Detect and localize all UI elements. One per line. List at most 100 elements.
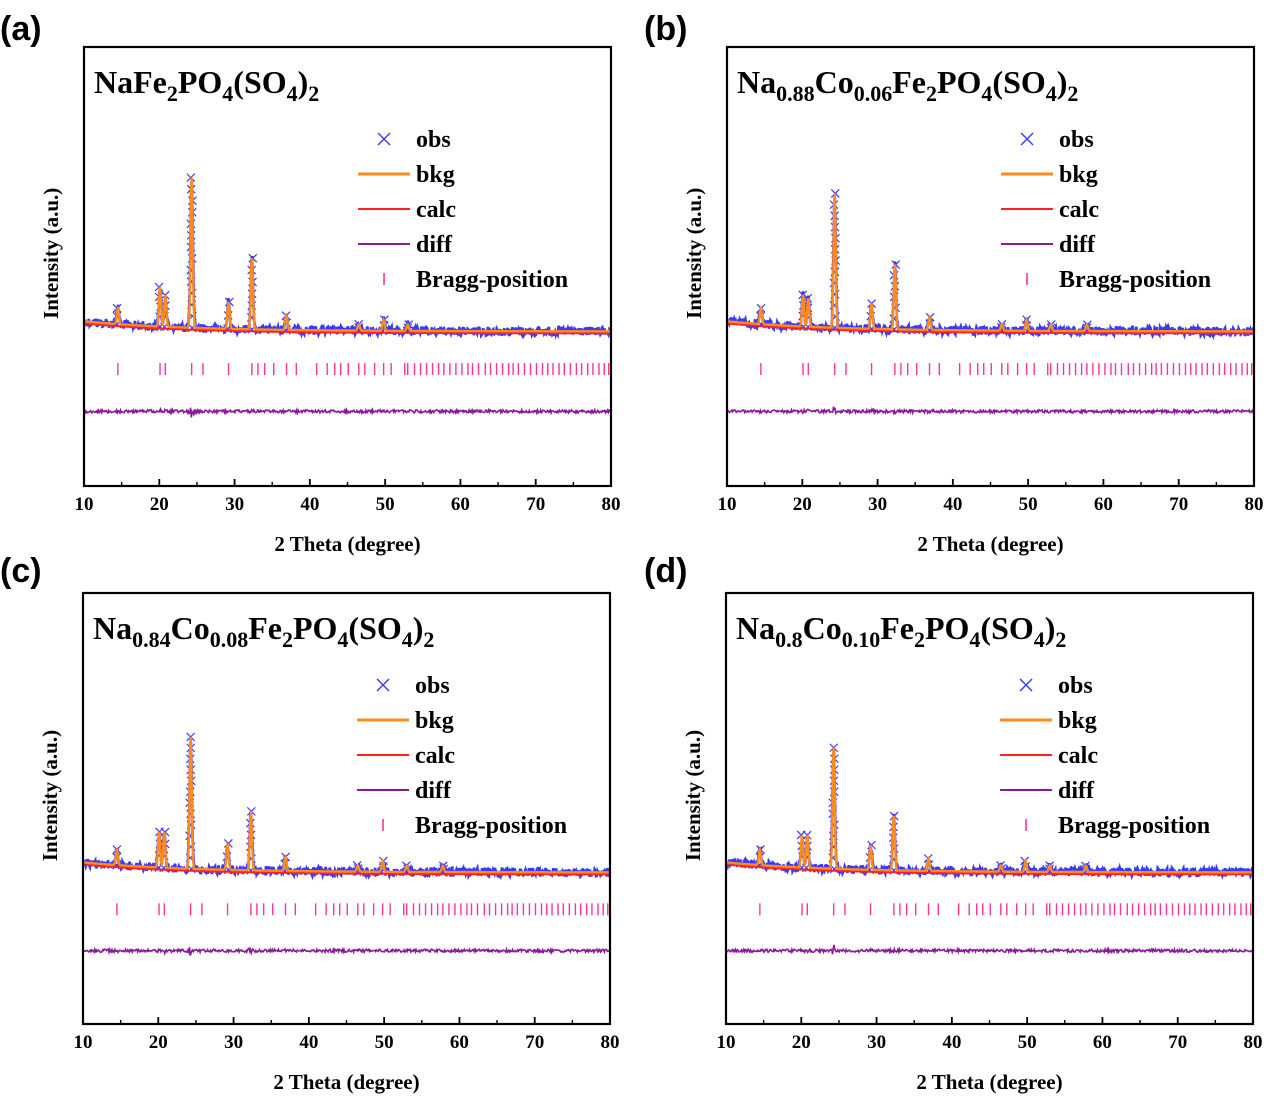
legend-label: bkg	[1058, 708, 1097, 734]
x-tick-label: 30	[224, 1032, 243, 1053]
y-axis-label: Intensity (a.u.)	[682, 188, 706, 319]
bragg-ticks	[116, 903, 609, 916]
legend-label: Bragg-position	[1059, 267, 1211, 293]
x-tick-label: 60	[1094, 494, 1113, 515]
x-tick-label: 10	[717, 1032, 736, 1053]
legend: obs bkg calc diff Bragg-position	[1000, 673, 1210, 839]
x-axis: 10 20 30 40 50 60 70 80	[718, 479, 1264, 515]
diff-line	[726, 406, 1255, 416]
x-tick-label: 70	[526, 494, 545, 515]
x-tick-label: 30	[225, 494, 244, 515]
panel-label: (d)	[644, 552, 687, 590]
bkg-line	[727, 322, 1254, 335]
legend-label: calc	[1058, 743, 1098, 769]
legend-label: obs	[1058, 673, 1093, 699]
panel-d: (d) 10 20 30 40 50 60 70 80 2 Theta (degree) Inten…	[644, 552, 1263, 1094]
x-tick-label: 40	[300, 494, 319, 515]
x-tick-label: 20	[793, 494, 812, 515]
panel-c: (c) 10 20 30 40 50 60 70 80 2 Theta (degree) Inten…	[0, 552, 620, 1094]
diff-line	[82, 946, 611, 957]
calc-line	[727, 193, 1254, 333]
x-tick-label: 40	[299, 1032, 318, 1053]
legend-label: bkg	[415, 708, 454, 734]
bkg-line	[726, 863, 1253, 876]
bkg-line	[83, 863, 610, 876]
x-tick-label: 60	[450, 1032, 469, 1053]
x-tick-label: 80	[1245, 494, 1264, 515]
legend-label: diff	[416, 232, 453, 258]
x-tick-label: 20	[150, 494, 169, 515]
x-axis-label: 2 Theta (degree)	[273, 1070, 419, 1094]
calc-line	[726, 747, 1253, 874]
x-tick-label: 10	[718, 494, 737, 515]
x-axis: 10 20 30 40 50 60 70 80	[74, 1017, 620, 1053]
x-axis: 10 20 30 40 50 60 70 80	[75, 479, 621, 515]
bragg-ticks	[760, 363, 1253, 376]
panel-title: Na0.88​Co0.06​Fe2​PO4​(SO4​)2​	[737, 64, 1078, 106]
legend-label: obs	[415, 673, 450, 699]
legend-label: diff	[1059, 232, 1096, 258]
legend: obs bkg calc diff Bragg-position	[357, 673, 567, 839]
y-axis-label: Intensity (a.u.)	[681, 730, 705, 861]
legend-label: diff	[415, 778, 452, 804]
x-tick-label: 70	[525, 1032, 544, 1053]
legend-marker-cross	[377, 132, 391, 146]
legend-label: Bragg-position	[416, 267, 568, 293]
x-tick-label: 70	[1169, 494, 1188, 515]
x-tick-label: 30	[867, 1032, 886, 1053]
x-tick-label: 50	[1019, 494, 1038, 515]
legend-label: calc	[1059, 197, 1099, 223]
x-tick-label: 50	[375, 1032, 394, 1053]
legend-label: Bragg-position	[415, 813, 567, 839]
panel-title: NaFe2​PO4​(SO4​)2​	[94, 64, 319, 106]
x-tick-label: 80	[1244, 1032, 1263, 1053]
x-tick-label: 20	[792, 1032, 811, 1053]
x-tick-label: 40	[943, 494, 962, 515]
x-tick-label: 60	[451, 494, 470, 515]
panel-title: Na0.8​Co0.10​Fe2​PO4​(SO4​)2​	[736, 610, 1066, 652]
legend: obs bkg calc diff Bragg-position	[358, 127, 568, 293]
diff-line	[726, 944, 1253, 956]
diff-line	[83, 406, 612, 418]
x-axis: 10 20 30 40 50 60 70 80	[717, 1017, 1263, 1053]
panel-label: (b)	[644, 10, 687, 48]
bragg-ticks	[759, 903, 1252, 916]
x-tick-label: 40	[942, 1032, 961, 1053]
legend-label: bkg	[416, 162, 455, 188]
calc-line	[84, 177, 611, 333]
legend-label: bkg	[1059, 162, 1098, 188]
legend-label: obs	[1059, 127, 1094, 153]
legend-label: Bragg-position	[1058, 813, 1210, 839]
legend-label: obs	[416, 127, 451, 153]
x-tick-label: 80	[601, 1032, 620, 1053]
x-tick-label: 80	[602, 494, 621, 515]
x-tick-label: 70	[1168, 1032, 1187, 1053]
y-axis-label: Intensity (a.u.)	[39, 188, 63, 319]
bragg-ticks	[117, 363, 610, 376]
legend-marker-cross	[1019, 678, 1033, 692]
calc-line	[83, 736, 610, 874]
x-tick-label: 10	[74, 1032, 93, 1053]
x-tick-label: 50	[376, 494, 395, 515]
panel-title: Na0.84​Co0.08​Fe2​PO4​(SO4​)2​	[93, 610, 434, 652]
x-tick-label: 60	[1093, 1032, 1112, 1053]
legend-label: calc	[415, 743, 455, 769]
x-tick-label: 50	[1018, 1032, 1037, 1053]
panel-label: (a)	[0, 10, 42, 48]
x-tick-label: 20	[149, 1032, 168, 1053]
plot-frame	[81, 591, 612, 1026]
legend: obs bkg calc diff Bragg-position	[1001, 127, 1211, 293]
panel-a: (a) 10 20 30 40 50 60 70 80 2 Theta (degree) Inten…	[0, 10, 621, 556]
x-tick-label: 30	[868, 494, 887, 515]
legend-marker-cross	[376, 678, 390, 692]
y-axis-label: Intensity (a.u.)	[38, 730, 62, 861]
x-axis-label: 2 Theta (degree)	[916, 1070, 1062, 1094]
legend-label: diff	[1058, 778, 1095, 804]
legend-marker-cross	[1020, 132, 1034, 146]
x-tick-label: 10	[75, 494, 94, 515]
x-axis-label: 2 Theta (degree)	[917, 532, 1063, 556]
bkg-line	[84, 322, 611, 335]
legend-label: calc	[416, 197, 456, 223]
x-axis-label: 2 Theta (degree)	[274, 532, 420, 556]
